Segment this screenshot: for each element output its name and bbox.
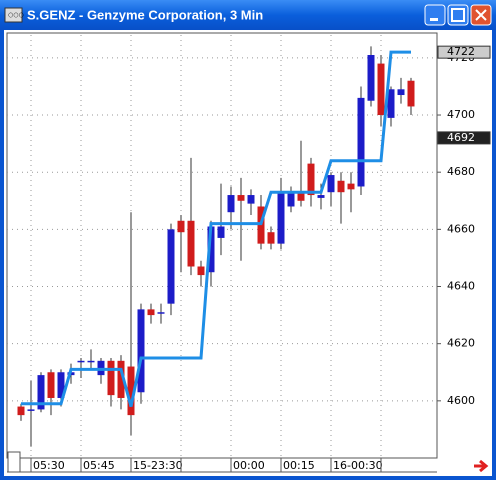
candle-body: [107, 360, 115, 396]
candle-body: [157, 312, 165, 314]
candle-body: [397, 89, 405, 96]
minimize-button[interactable]: [424, 4, 446, 26]
price-marker-box: [437, 131, 491, 145]
candle-body: [17, 406, 25, 416]
candle-body: [147, 309, 155, 316]
y-tick-label: 4660: [447, 222, 475, 235]
candle-body: [197, 266, 205, 276]
candle-body: [297, 192, 305, 201]
candle-body: [287, 192, 295, 207]
plot-frame: [6, 32, 438, 459]
candle-body: [37, 375, 45, 410]
title-bar: [0, 0, 496, 30]
candle-body: [77, 360, 85, 363]
candle-body: [307, 163, 315, 196]
x-tick-label: 05:30: [33, 459, 65, 472]
candle-body: [57, 372, 65, 398]
candle-body: [367, 55, 375, 101]
signal-line: [21, 50, 411, 407]
candle-body: [237, 195, 245, 201]
candle-body: [177, 220, 185, 233]
price-marker-box: [437, 45, 491, 59]
candle-body: [227, 195, 235, 213]
candle-body: [317, 195, 325, 198]
maximize-glyph: [451, 8, 465, 22]
candle-body: [327, 175, 335, 193]
candle-body: [137, 309, 145, 393]
candle-body: [377, 63, 385, 116]
candle-body: [407, 80, 415, 107]
price-marker-label: 4692: [447, 131, 475, 144]
minimize-glyph: [430, 18, 438, 21]
y-tick-label: 4700: [447, 108, 475, 121]
candle-body: [277, 192, 285, 244]
candle-body: [117, 360, 125, 398]
x-tick-label: 16-00:30: [333, 459, 383, 472]
close-glyph: [475, 9, 487, 21]
y-tick-label: 4620: [447, 337, 475, 350]
candle-body: [47, 372, 55, 398]
y-tick-label: 4640: [447, 280, 475, 293]
y-tick-label: 4680: [447, 165, 475, 178]
candle-body: [87, 360, 95, 363]
candle-body: [347, 183, 355, 190]
candle-body: [247, 195, 255, 204]
icon-glyph: ○○○: [8, 12, 24, 19]
plot: 460046204640466046804700472005:3005:4515…: [7, 35, 491, 472]
scroll-box[interactable]: [7, 451, 21, 473]
window-icon: [4, 7, 23, 23]
x-tick-label: 15-23:30: [133, 459, 183, 472]
price-marker-label: 4722: [447, 45, 475, 58]
candle-body: [217, 226, 225, 238]
candle-body: [207, 226, 215, 273]
candle-body: [337, 180, 345, 193]
scroll-arrow[interactable]: [474, 459, 489, 473]
candle-body: [357, 97, 365, 187]
candle-body: [167, 229, 175, 304]
x-tick-label: 05:45: [83, 459, 115, 472]
candle-body: [27, 409, 35, 411]
candle-body: [127, 366, 135, 416]
candle-body: [187, 220, 195, 267]
x-tick-label: 00:15: [283, 459, 315, 472]
candle-body: [267, 232, 275, 244]
window-title: S.GENZ - Genzyme Corporation, 3 Min: [27, 7, 263, 22]
candle-body: [387, 89, 395, 118]
y-tick-label: 4600: [447, 394, 475, 407]
x-tick-label: 00:00: [233, 459, 265, 472]
